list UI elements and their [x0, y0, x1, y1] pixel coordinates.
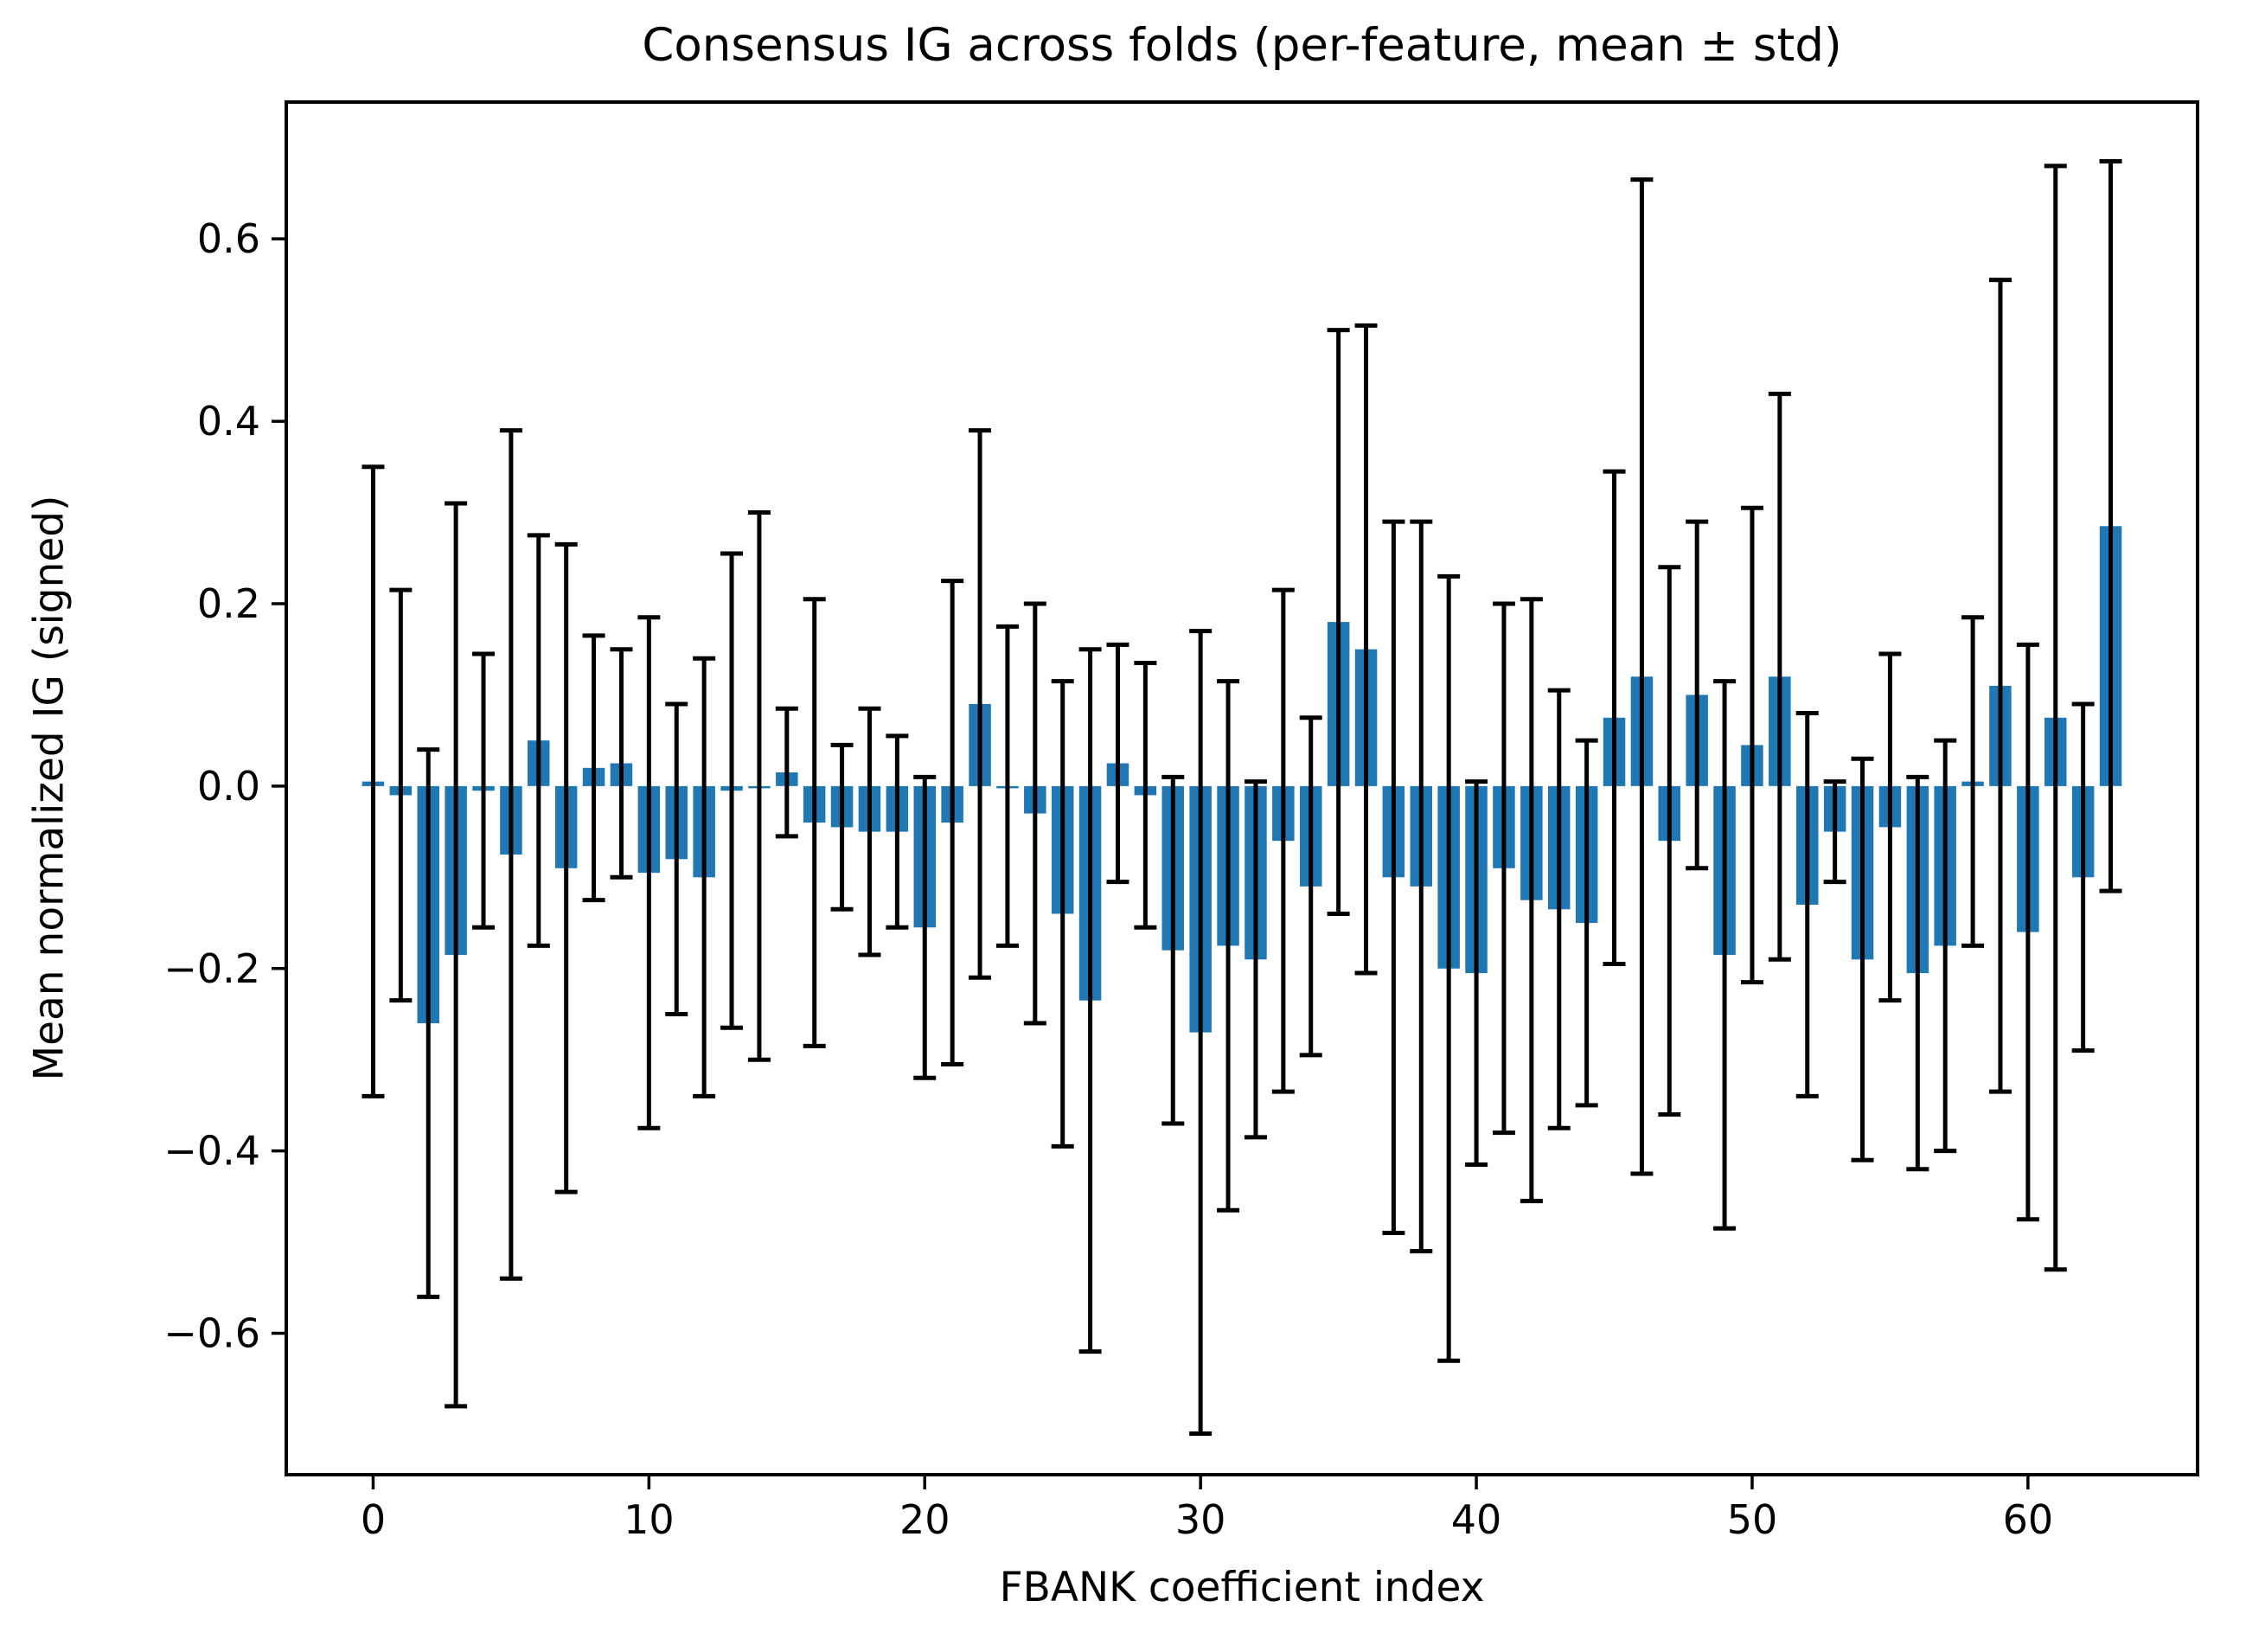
y-tick-label-0.6: 0.6	[197, 215, 260, 262]
x-axis-label: FBANK coefficient index	[999, 1564, 1485, 1611]
x-tick-label-20: 20	[899, 1496, 950, 1543]
chart-title: Consensus IG across folds (per-feature, …	[642, 19, 1842, 72]
x-tick-label-50: 50	[1727, 1496, 1778, 1543]
y-tick-label--0.6: −0.6	[163, 1310, 260, 1357]
x-tick-label-0: 0	[361, 1496, 386, 1543]
y-tick-label-0.4: 0.4	[197, 398, 260, 445]
y-tick-label-0.2: 0.2	[197, 580, 260, 627]
y-tick-label-0: 0.0	[197, 763, 260, 810]
x-tick-label-10: 10	[624, 1496, 675, 1543]
x-tick-label-60: 60	[2003, 1496, 2054, 1543]
y-axis-label: Mean normalized IG (signed)	[25, 495, 74, 1081]
axes-spines	[285, 100, 2199, 1476]
y-tick-label--0.2: −0.2	[163, 945, 260, 992]
y-tick-label--0.4: −0.4	[163, 1128, 260, 1175]
x-tick-label-30: 30	[1175, 1496, 1226, 1543]
x-tick-label-40: 40	[1451, 1496, 1502, 1543]
